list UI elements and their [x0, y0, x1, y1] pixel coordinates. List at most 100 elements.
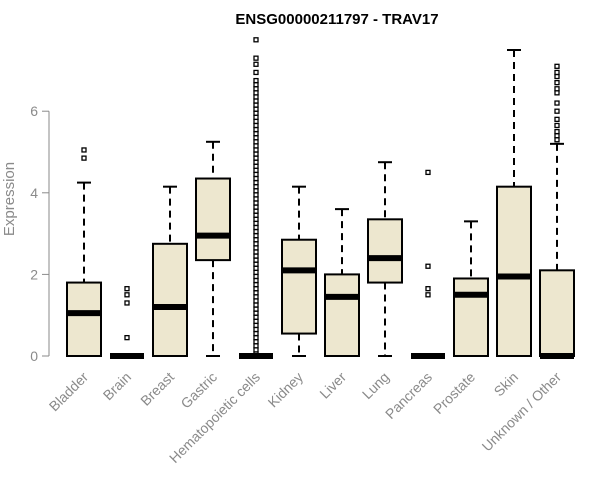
outlier-point — [253, 163, 259, 169]
x-category-label: Brain — [100, 369, 134, 403]
outlier-point — [253, 306, 259, 312]
outlier-point — [253, 196, 259, 202]
outlier-point — [253, 126, 259, 133]
x-category-label: Liver — [316, 369, 349, 402]
outlier-point — [253, 343, 259, 349]
outlier-point — [554, 86, 560, 92]
x-category-label: Prostate — [430, 369, 478, 417]
boxes-layer — [66, 37, 575, 359]
outlier-point — [81, 147, 87, 153]
outlier-point — [253, 241, 259, 247]
box-iqr — [324, 273, 360, 357]
outlier-point — [253, 322, 259, 329]
outlier-point — [253, 110, 259, 116]
outlier-point — [253, 208, 259, 214]
outlier-point — [253, 302, 259, 308]
outlier-point — [253, 184, 259, 190]
outlier-point — [253, 179, 259, 186]
box-iqr — [281, 238, 317, 335]
outlier-point — [253, 188, 259, 194]
outlier-point — [253, 86, 259, 92]
outlier-point — [253, 286, 259, 292]
outlier-point — [554, 137, 560, 143]
box-group — [66, 147, 102, 357]
box-group — [281, 185, 317, 357]
outlier-point — [253, 277, 259, 284]
outlier-point — [253, 118, 259, 125]
y-tick-label: 2 — [30, 266, 38, 282]
box-iqr — [496, 185, 532, 357]
outlier-point — [124, 300, 130, 306]
outlier-point — [253, 265, 259, 271]
outlier-point — [253, 237, 259, 243]
outlier-point — [124, 292, 130, 298]
outlier-point — [253, 212, 259, 218]
outlier-point — [554, 79, 560, 86]
outlier-point — [253, 273, 259, 280]
outlier-point — [253, 257, 259, 263]
outlier-point — [253, 216, 259, 222]
outlier-point — [253, 294, 259, 300]
outlier-point — [253, 281, 259, 288]
outlier-point — [253, 298, 259, 304]
box-group — [367, 161, 403, 357]
outlier-point — [554, 128, 560, 135]
outlier-point — [253, 318, 259, 324]
box-iqr — [152, 242, 188, 357]
outlier-point — [81, 155, 87, 161]
outlier-point — [253, 314, 259, 320]
box-iqr — [195, 177, 231, 262]
outlier-point — [253, 310, 259, 316]
box-iqr — [539, 269, 575, 358]
outlier-point — [124, 286, 130, 292]
outlier-point — [253, 82, 259, 88]
outlier-point — [253, 171, 259, 178]
outlier-point — [253, 122, 259, 129]
outlier-point — [554, 100, 560, 106]
outlier-point — [253, 139, 259, 145]
outlier-point — [253, 290, 259, 296]
outlier-point — [253, 347, 259, 353]
box-group — [110, 286, 144, 359]
y-tick-label: 6 — [30, 103, 38, 119]
chart-title: ENSG00000211797 - TRAV17 — [235, 11, 438, 28]
outlier-point — [253, 159, 259, 165]
outlier-point — [554, 69, 560, 76]
outlier-point — [253, 98, 259, 104]
outlier-point — [253, 228, 259, 235]
outlier-point — [253, 167, 259, 174]
outlier-point — [253, 253, 259, 259]
outlier-point — [253, 330, 259, 337]
outlier-point — [253, 90, 259, 96]
outlier-point — [253, 102, 259, 108]
outlier-point — [253, 151, 259, 157]
outlier-point — [253, 69, 259, 76]
x-category-label: Skin — [491, 369, 522, 400]
box-iqr — [453, 277, 489, 358]
x-category-label: Breast — [137, 369, 177, 409]
outlier-point — [554, 116, 560, 123]
outlier-point — [253, 339, 259, 345]
box-group — [539, 63, 575, 359]
box-iqr — [66, 281, 102, 357]
outlier-point — [253, 261, 259, 267]
box-group — [195, 140, 231, 357]
outlier-point — [253, 175, 259, 182]
x-category-label: Lung — [359, 369, 392, 402]
outlier-point — [554, 122, 560, 129]
outlier-point — [253, 204, 259, 210]
box-group — [496, 49, 532, 357]
outlier-point — [253, 106, 259, 112]
x-category-label: Bladder — [46, 369, 92, 415]
outlier-point — [253, 130, 259, 137]
outlier-point — [253, 326, 259, 333]
outlier-point — [554, 133, 560, 139]
x-category-label: Pancreas — [382, 369, 435, 422]
box-group — [411, 169, 445, 359]
y-axis-label: Expression — [1, 162, 18, 236]
outlier-point — [253, 269, 259, 276]
outlier-point — [253, 37, 259, 43]
